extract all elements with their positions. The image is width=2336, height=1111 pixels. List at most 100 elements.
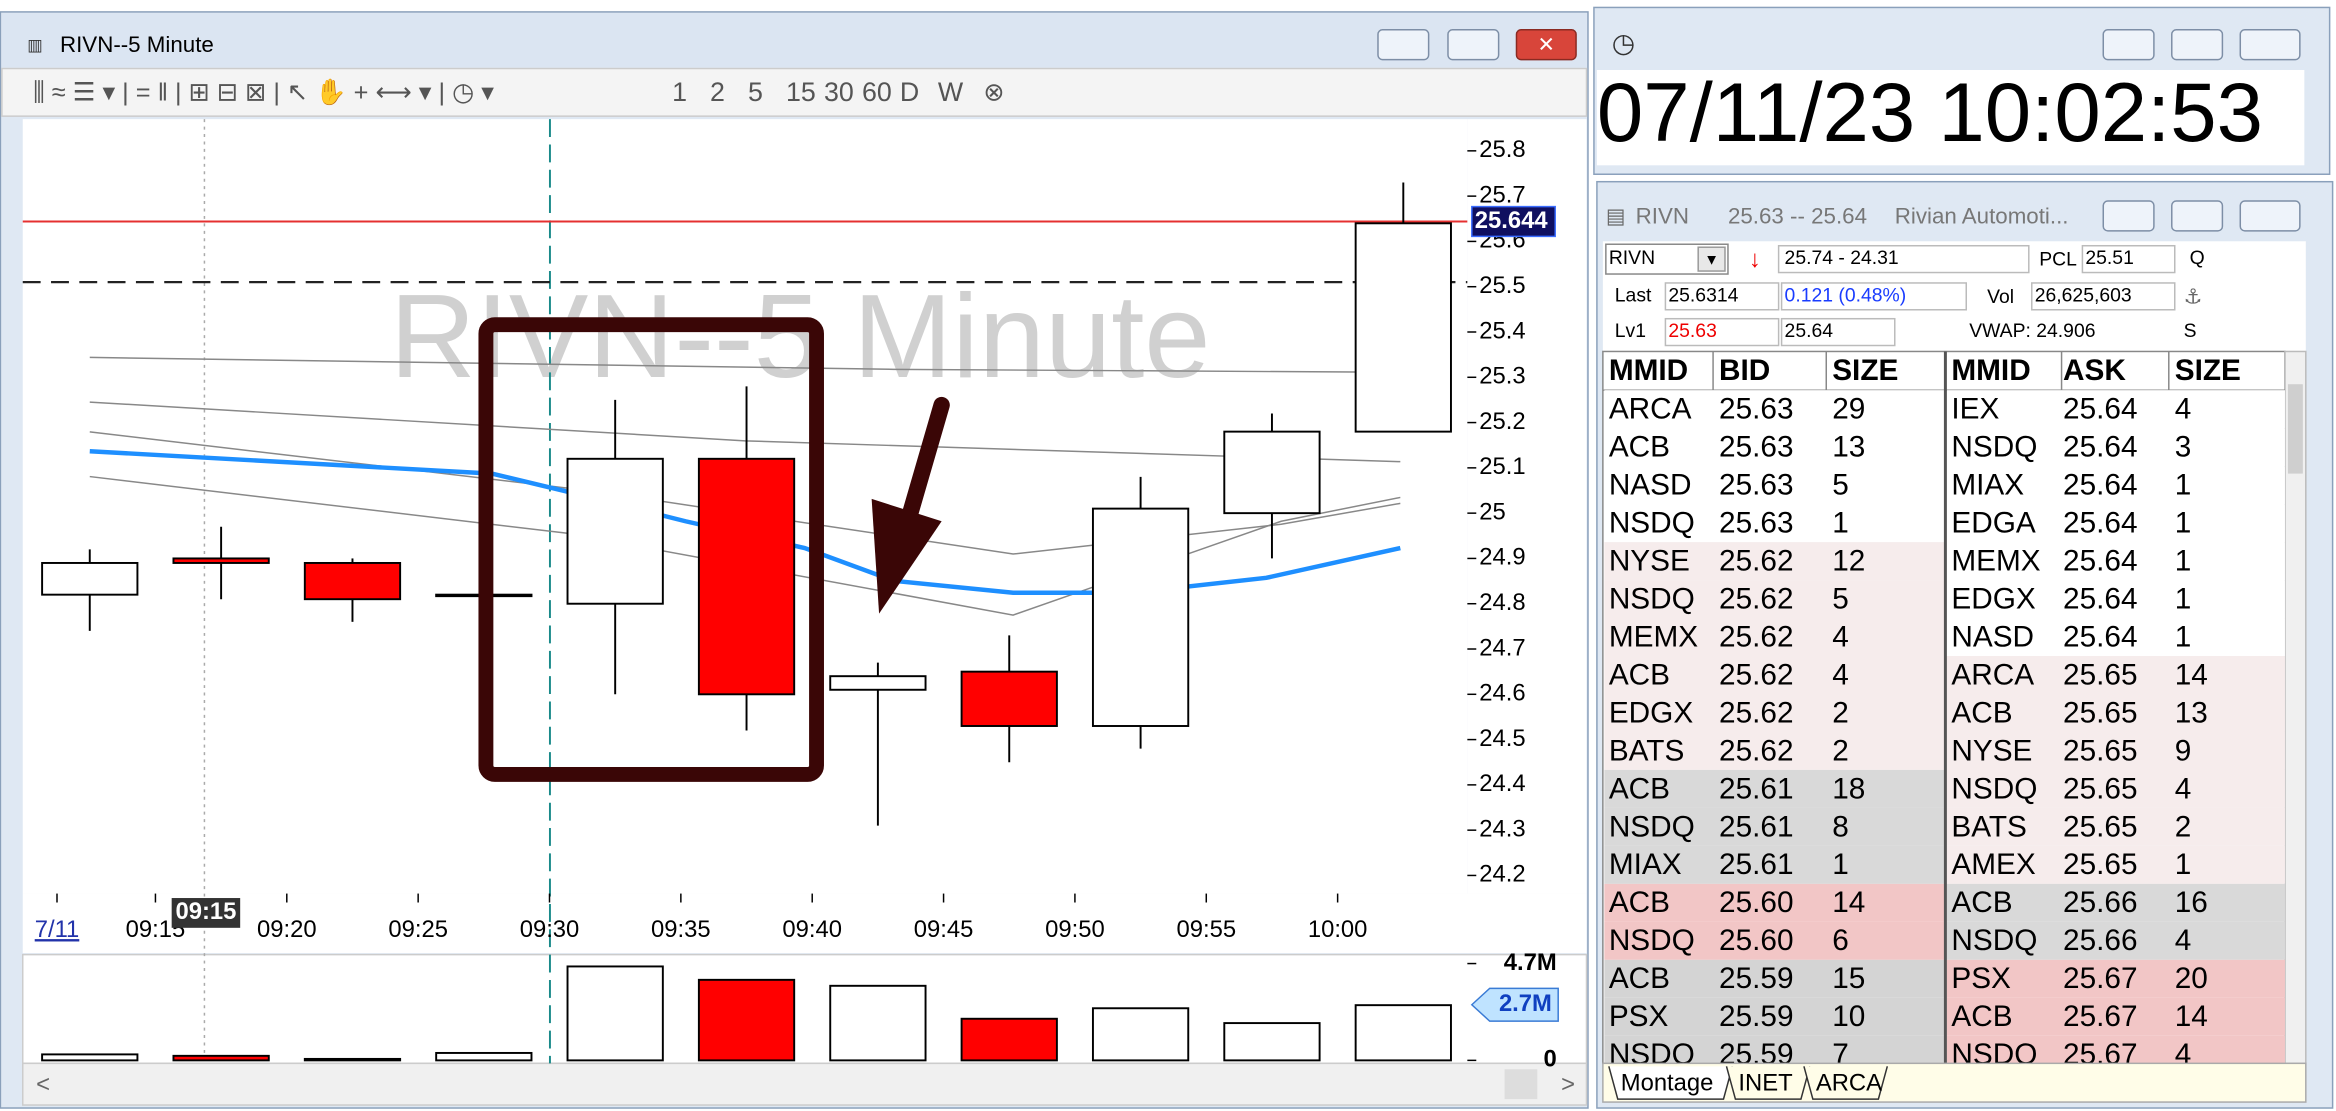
book-row-bg <box>1946 466 2285 505</box>
last-box <box>1664 282 1780 311</box>
price: 25.64 <box>2063 620 2138 653</box>
price: 25.62 <box>1719 658 1793 691</box>
candle-body <box>303 561 402 601</box>
price: 25.61 <box>1719 848 1793 881</box>
tab-label[interactable]: ARCA <box>1816 1069 1882 1096</box>
q-indicator: Q <box>2190 247 2205 269</box>
x-tick-label: 09:25 <box>388 916 448 943</box>
price: 25.60 <box>1719 924 1793 957</box>
book-row-bg <box>1604 807 1946 846</box>
toolbar-cancel-icon[interactable]: ⊗ <box>983 79 1004 107</box>
maximize-button[interactable] <box>1447 29 1500 61</box>
candle-body <box>697 457 796 696</box>
toolbar-interval[interactable]: 30 <box>824 77 854 107</box>
book-row-bg <box>1604 921 1946 960</box>
book-row-bg <box>1604 731 1946 770</box>
toolbar-interval[interactable]: 60 <box>862 77 892 107</box>
market-maker: ARCA <box>1609 393 1692 426</box>
price: 25.64 <box>2063 468 2138 501</box>
minimize-button[interactable] <box>2102 200 2155 232</box>
market-maker: EDGX <box>1951 582 2036 615</box>
market-maker: BATS <box>1609 734 1685 767</box>
scroll-right[interactable]: > <box>1561 1071 1575 1098</box>
price: 25.64 <box>2063 431 2138 464</box>
scroll-thumb[interactable] <box>1504 1069 1538 1100</box>
price: 25.62 <box>1719 620 1793 653</box>
market-maker: ACB <box>1951 886 2012 919</box>
close-button[interactable] <box>2239 29 2301 61</box>
last-price-label: 25.644 <box>1475 207 1549 234</box>
price: 25.66 <box>2063 924 2138 957</box>
size: 2 <box>2175 810 2192 843</box>
toolbar-interval[interactable]: 5 <box>748 77 763 107</box>
book-row-bg <box>1946 542 2285 581</box>
toolbar-interval[interactable]: 15 <box>786 77 816 107</box>
market-maker: NSDQ <box>1609 924 1695 957</box>
tab[interactable] <box>1803 1066 1889 1100</box>
book-row-bg <box>1604 694 1946 732</box>
market-maker: ACB <box>1609 431 1670 464</box>
lv1-bid: 25.63 <box>1668 320 1716 342</box>
y-tick-label: 24.3 <box>1479 815 1525 842</box>
volume-bar <box>172 1054 270 1062</box>
scrollbar[interactable] <box>22 1062 1588 1106</box>
y-tick-label: 24.8 <box>1479 589 1525 616</box>
book-row-bg <box>1604 769 1946 808</box>
cursor-time-label: 09:15 <box>175 898 236 925</box>
x-tick-label: 09:55 <box>1176 916 1236 943</box>
market-maker: PSX <box>1609 1000 1669 1033</box>
minimize-button[interactable] <box>2102 29 2155 61</box>
toolbar-interval[interactable]: D <box>900 77 919 107</box>
tab-label[interactable]: Montage <box>1621 1069 1714 1096</box>
book-row-bg <box>1946 428 2285 467</box>
scroll-left[interactable]: < <box>36 1071 50 1098</box>
price: 25.63 <box>1719 506 1793 539</box>
minimize-button[interactable] <box>1377 29 1430 61</box>
market-maker: NYSE <box>1609 544 1690 577</box>
close-button[interactable] <box>1515 29 1577 61</box>
book-row-bg <box>1946 580 2285 619</box>
last: 25.6314 <box>1668 284 1738 306</box>
size: 29 <box>1832 393 1865 426</box>
tab[interactable] <box>1725 1066 1811 1100</box>
vwap-line <box>89 449 1401 595</box>
toolbar-interval[interactable]: 2 <box>710 77 725 107</box>
pcl-box <box>2081 244 2176 274</box>
price: 25.62 <box>1719 582 1793 615</box>
close-button[interactable] <box>2239 200 2301 232</box>
book-row-bg <box>1604 390 1946 429</box>
volume-bar <box>566 965 664 1062</box>
moving-average <box>89 475 1401 616</box>
book-row-bg <box>1946 883 2285 922</box>
day-range: 25.74 - 24.31 <box>1785 247 1899 269</box>
book-row-bg <box>1946 694 2285 732</box>
maximize-button[interactable] <box>2171 200 2224 232</box>
tab-label[interactable]: INET <box>1738 1069 1792 1096</box>
price: 25.64 <box>2063 582 2138 615</box>
anchor-icon: ⚓ <box>2184 285 2203 308</box>
market-maker: BATS <box>1951 810 2027 843</box>
x-tick-label: 09:40 <box>782 916 842 943</box>
market-maker: EDGA <box>1951 506 2036 539</box>
y-tick-label: 24.5 <box>1479 725 1525 752</box>
size: 1 <box>2175 544 2192 577</box>
size: 13 <box>1832 431 1865 464</box>
size: 4 <box>2175 393 2192 426</box>
tab[interactable] <box>1608 1066 1734 1100</box>
annotation-arrow-head <box>871 498 942 614</box>
toolbar-interval[interactable]: W <box>938 77 964 107</box>
symbol-dropdown[interactable] <box>1697 246 1726 272</box>
book-row-bg <box>1604 618 1946 657</box>
book-row-bg <box>1604 580 1946 619</box>
table-scroll-thumb[interactable] <box>2287 384 2303 474</box>
moving-average <box>89 356 1401 374</box>
market-maker: NSDQ <box>1609 506 1695 539</box>
candle-body <box>566 457 664 605</box>
candle-body <box>1354 222 1452 433</box>
volume-tick-label: 0 <box>1543 1046 1556 1073</box>
toolbar-interval[interactable]: 1 <box>672 77 687 107</box>
book-row-bg <box>1946 656 2285 695</box>
market-maker: PSX <box>1951 962 2011 995</box>
time-axis <box>22 893 1587 954</box>
maximize-button[interactable] <box>2171 29 2224 61</box>
